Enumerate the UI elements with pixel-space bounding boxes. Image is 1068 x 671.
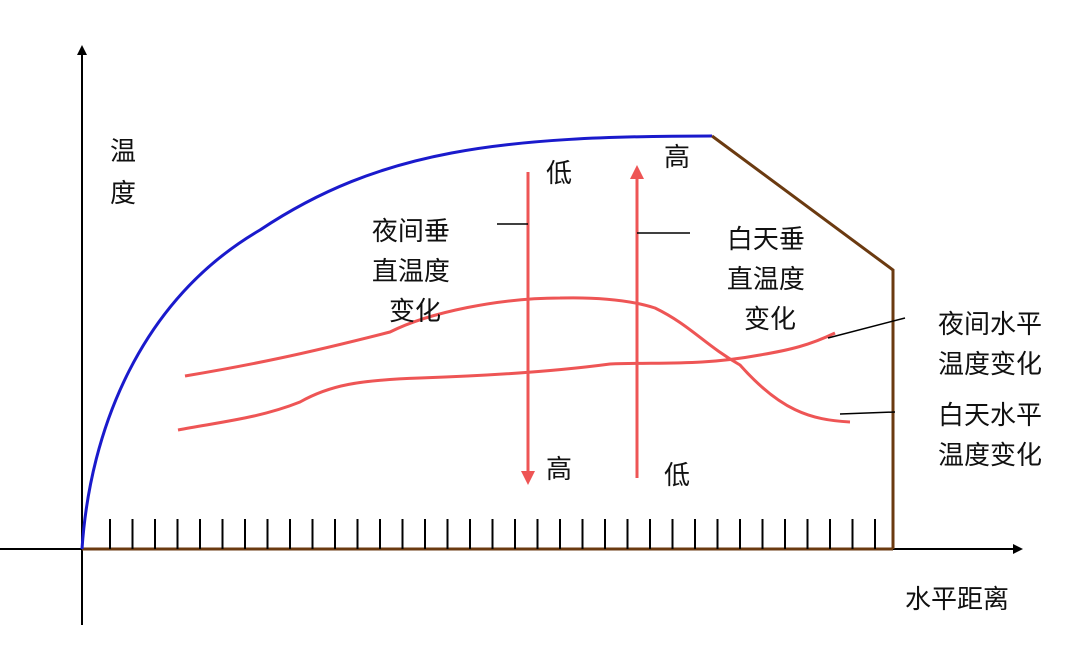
x-axis-label: 水平距离 <box>905 585 1009 615</box>
roof-curve <box>80 134 713 550</box>
day-arrow-bottom-label: 低 <box>664 461 690 491</box>
night-vertical-label: 夜间垂 直温度 变化 <box>372 217 458 327</box>
day-horizontal-label: 白天水平 温度变化 <box>938 401 1050 471</box>
night-horizontal-label: 夜间水平 温度变化 <box>938 310 1050 380</box>
y-axis-label-line1: 温 <box>110 137 136 167</box>
night-arrow-bottom-label: 高 <box>546 455 572 485</box>
day-horizontal-temperature-curve <box>177 331 836 432</box>
day-vertical-label: 白天垂 直温度 变化 <box>727 225 813 335</box>
day-arrow-top-label: 高 <box>664 143 690 173</box>
back-wall <box>711 134 895 549</box>
y-axis-label-line2: 度 <box>110 179 136 209</box>
night-arrow-top-label: 低 <box>546 159 572 189</box>
night-horizontal-temperature-curve <box>184 296 851 424</box>
night-horizontal-leader <box>827 317 906 339</box>
day-horizontal-leader <box>839 411 896 415</box>
ground-tick-marks <box>109 519 876 549</box>
